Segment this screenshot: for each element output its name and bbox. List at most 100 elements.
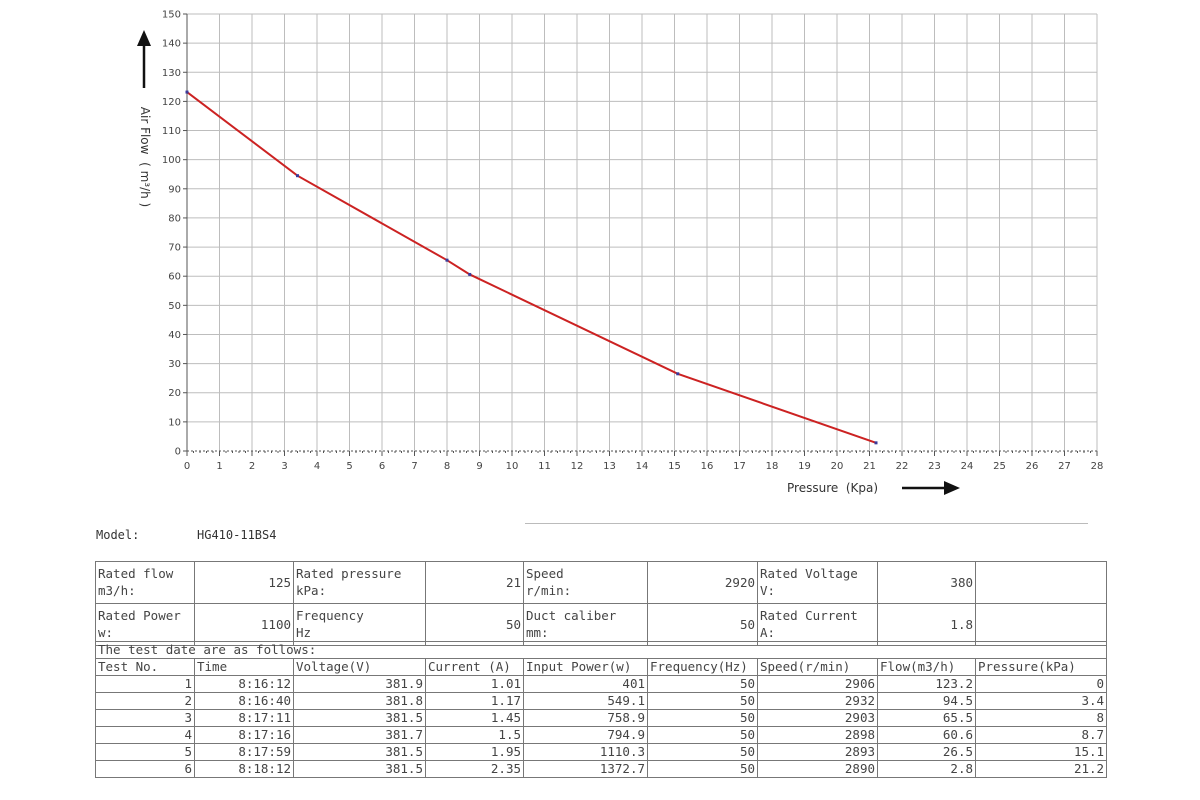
table-cell: 2893 xyxy=(757,743,878,761)
x-tick-label: 10 xyxy=(506,461,519,472)
data-point xyxy=(468,272,472,276)
frequency-value: 50 xyxy=(425,603,524,646)
rated-power-label: Rated Power w: xyxy=(95,603,195,646)
y-tick-label: 50 xyxy=(168,301,181,312)
table-cell: 1.5 xyxy=(425,726,524,744)
model-value: HG410-11BS4 xyxy=(197,528,277,542)
table-cell: 2 xyxy=(95,692,195,710)
y-axis-ticks: 0 10 20 30 40 50 60 70 80 90 100 110 120 130 140 150 xyxy=(162,10,187,458)
table-cell: 8:18:12 xyxy=(194,760,294,778)
table-cell: 1.45 xyxy=(425,709,524,727)
empty-cell xyxy=(975,603,1107,646)
rated-voltage-label: Rated Voltage V: xyxy=(757,561,878,604)
column-header: Test No. xyxy=(95,658,195,676)
y-tick-label: 10 xyxy=(168,417,181,428)
x-tick-label: 7 xyxy=(411,461,417,472)
table-cell: 381.5 xyxy=(293,760,426,778)
rated-power-value: 1100 xyxy=(194,603,294,646)
rated-current-label: Rated Current A: xyxy=(757,603,878,646)
y-tick-label: 70 xyxy=(168,243,181,254)
series-line xyxy=(186,91,877,444)
table-cell: 2906 xyxy=(757,675,878,693)
y-tick-label: 110 xyxy=(162,126,181,137)
table-cell: 50 xyxy=(647,726,758,744)
chart-grid xyxy=(187,13,1098,451)
y-tick-label: 140 xyxy=(162,39,181,50)
table-cell: 1.95 xyxy=(425,743,524,761)
spec-row: Rated Power w: 1100 Frequency Hz 50 Duct c… xyxy=(95,603,1107,646)
table-cell: 8 xyxy=(974,709,1108,727)
table-cell: 94.5 xyxy=(877,692,976,710)
table-cell: 3 xyxy=(95,709,195,727)
x-tick-label: 8 xyxy=(444,461,450,472)
column-header: Pressure(kPa) xyxy=(974,658,1108,676)
table-cell: 8:17:16 xyxy=(194,726,294,744)
table-cell: 549.1 xyxy=(523,692,648,710)
x-axis-ticks: 0 1 2 3 4 5 6 7 8 9 10 11 12 13 14 15 16 17 18 19 20 21 22 23 24… xyxy=(184,451,1103,472)
table-cell: 381.5 xyxy=(293,743,426,761)
x-tick-label: 4 xyxy=(314,461,320,472)
y-tick-label: 80 xyxy=(168,213,181,224)
y-axis-arrow-head xyxy=(137,30,151,46)
table-cell: 381.8 xyxy=(293,692,426,710)
x-tick-label: 9 xyxy=(476,461,482,472)
model-divider xyxy=(525,523,1088,524)
table-cell: 1 xyxy=(95,675,195,693)
y-tick-label: 100 xyxy=(162,155,181,166)
table-cell: 5 xyxy=(95,743,195,761)
empty-cell xyxy=(975,561,1107,604)
x-tick-label: 2 xyxy=(249,461,255,472)
table-cell: 26.5 xyxy=(877,743,976,761)
x-axis-label: Pressure (Kpa) xyxy=(787,481,878,495)
column-header: Time xyxy=(194,658,294,676)
table-cell: 2890 xyxy=(757,760,878,778)
test-body: 1 8:16:12 381.9 1.01 401 50 2906 123.2 0 2 8:16:40… xyxy=(95,675,1108,778)
data-point xyxy=(874,441,878,445)
speed-label: Speed r/min: xyxy=(523,561,648,604)
table-cell: 401 xyxy=(523,675,648,693)
duct-caliber-label: Duct caliber mm: xyxy=(523,603,648,646)
column-header: Speed(r/min) xyxy=(757,658,878,676)
x-tick-label: 27 xyxy=(1058,461,1071,472)
y-tick-label: 20 xyxy=(168,388,181,399)
test-header-row: Test No. Time Voltage(V) Current (A) Input P… xyxy=(95,658,1108,676)
y-tick-label: 120 xyxy=(162,97,181,108)
column-header: Flow(m3/h) xyxy=(877,658,976,676)
column-header: Input Power(w) xyxy=(523,658,648,676)
table-cell: 381.5 xyxy=(293,709,426,727)
y-tick-label: 0 xyxy=(175,447,181,458)
table-row: 2 8:16:40 381.8 1.17 549.1 50 2932 94.5 3.4 xyxy=(95,692,1108,710)
table-cell: 2.35 xyxy=(425,760,524,778)
x-tick-label: 22 xyxy=(896,461,909,472)
rated-current-value: 1.8 xyxy=(877,603,976,646)
x-tick-label: 1 xyxy=(216,461,222,472)
rated-spec-table: Rated flow m3/h: 125 Rated pressure kPa: 2… xyxy=(95,561,1107,646)
x-tick-label: 15 xyxy=(668,461,681,472)
data-point xyxy=(296,174,299,178)
column-header: Current (A) xyxy=(425,658,524,676)
x-tick-label: 21 xyxy=(863,461,876,472)
y-tick-label: 60 xyxy=(168,272,181,283)
table-cell: 15.1 xyxy=(974,743,1108,761)
table-cell: 381.7 xyxy=(293,726,426,744)
table-cell: 21.2 xyxy=(974,760,1108,778)
duct-caliber-value: 50 xyxy=(647,603,758,646)
data-point xyxy=(445,258,449,262)
x-tick-label: 23 xyxy=(928,461,941,472)
test-intro: The test date are as follows: xyxy=(94,641,1108,659)
table-cell: 1372.7 xyxy=(523,760,648,778)
table-row: 3 8:17:11 381.5 1.45 758.9 50 2903 65.5 8 xyxy=(95,709,1108,727)
column-header: Voltage(V) xyxy=(293,658,426,676)
table-cell: 50 xyxy=(647,692,758,710)
x-tick-label: 3 xyxy=(281,461,287,472)
y-tick-label: 150 xyxy=(162,10,181,21)
rated-flow-label: Rated flow m3/h: xyxy=(95,561,195,604)
x-tick-label: 19 xyxy=(798,461,811,472)
x-tick-label: 24 xyxy=(961,461,974,472)
x-tick-label: 18 xyxy=(766,461,779,472)
x-tick-label: 11 xyxy=(538,461,551,472)
frequency-label: Frequency Hz xyxy=(293,603,426,646)
table-row: 6 8:18:12 381.5 2.35 1372.7 50 2890 2.8 21.2 xyxy=(95,760,1108,778)
table-cell: 794.9 xyxy=(523,726,648,744)
table-cell: 1.17 xyxy=(425,692,524,710)
